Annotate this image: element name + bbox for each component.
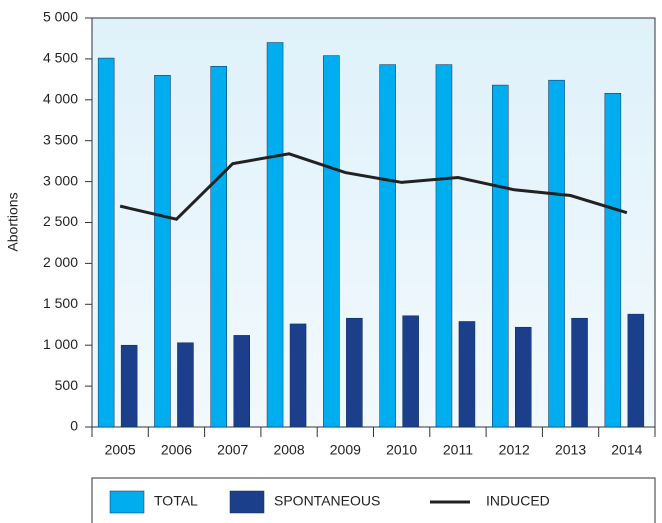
bar	[266, 42, 284, 428]
y-tick-label: 1 000	[43, 336, 78, 352]
bar	[571, 317, 588, 428]
bar	[548, 79, 565, 428]
x-tick-label: 2010	[386, 442, 417, 458]
legend-label: SPONTANEOUS	[274, 493, 380, 509]
x-tick-label: 2012	[499, 442, 530, 458]
y-tick-label: 2 000	[43, 254, 78, 270]
legend-swatch	[229, 490, 265, 514]
x-tick-label: 2008	[273, 442, 304, 458]
x-tick-label: 2007	[217, 442, 248, 458]
bar	[515, 326, 532, 428]
y-tick-label: 500	[55, 377, 79, 393]
bar	[97, 57, 115, 428]
legend-box	[91, 477, 656, 523]
bar	[120, 344, 138, 428]
bar	[402, 315, 419, 428]
plot-area	[91, 17, 656, 428]
bar	[346, 317, 363, 428]
x-tick-label: 2014	[611, 442, 642, 458]
y-tick-label: 0	[70, 418, 78, 434]
x-tick-label: 2006	[161, 442, 192, 458]
bar	[323, 55, 340, 428]
x-tick-label: 2005	[105, 442, 136, 458]
bar	[435, 64, 453, 428]
bar	[492, 84, 509, 428]
y-tick-label: 2 500	[43, 213, 78, 229]
x-tick-label: 2009	[330, 442, 361, 458]
y-tick-label: 3 500	[43, 131, 78, 147]
bar	[604, 93, 622, 428]
bar	[458, 321, 476, 428]
bar	[154, 75, 171, 428]
y-tick-label: 4 000	[43, 91, 78, 107]
y-axis-label: Abortions	[5, 192, 21, 251]
y-tick-label: 5 000	[43, 9, 78, 25]
legend-label: TOTAL	[154, 493, 198, 509]
bar	[177, 342, 194, 428]
bar	[210, 66, 227, 428]
bar	[289, 323, 307, 428]
y-tick-label: 4 500	[43, 50, 78, 66]
legend-label: INDUCED	[486, 493, 550, 509]
legend-swatch	[109, 490, 145, 514]
x-tick-label: 2011	[443, 442, 473, 458]
bar	[233, 335, 250, 428]
y-tick-label: 1 500	[43, 295, 78, 311]
x-tick-label: 2013	[555, 442, 586, 458]
y-tick-label: 3 000	[43, 172, 78, 188]
line	[119, 152, 628, 221]
bar	[627, 313, 645, 428]
bar	[379, 64, 396, 428]
